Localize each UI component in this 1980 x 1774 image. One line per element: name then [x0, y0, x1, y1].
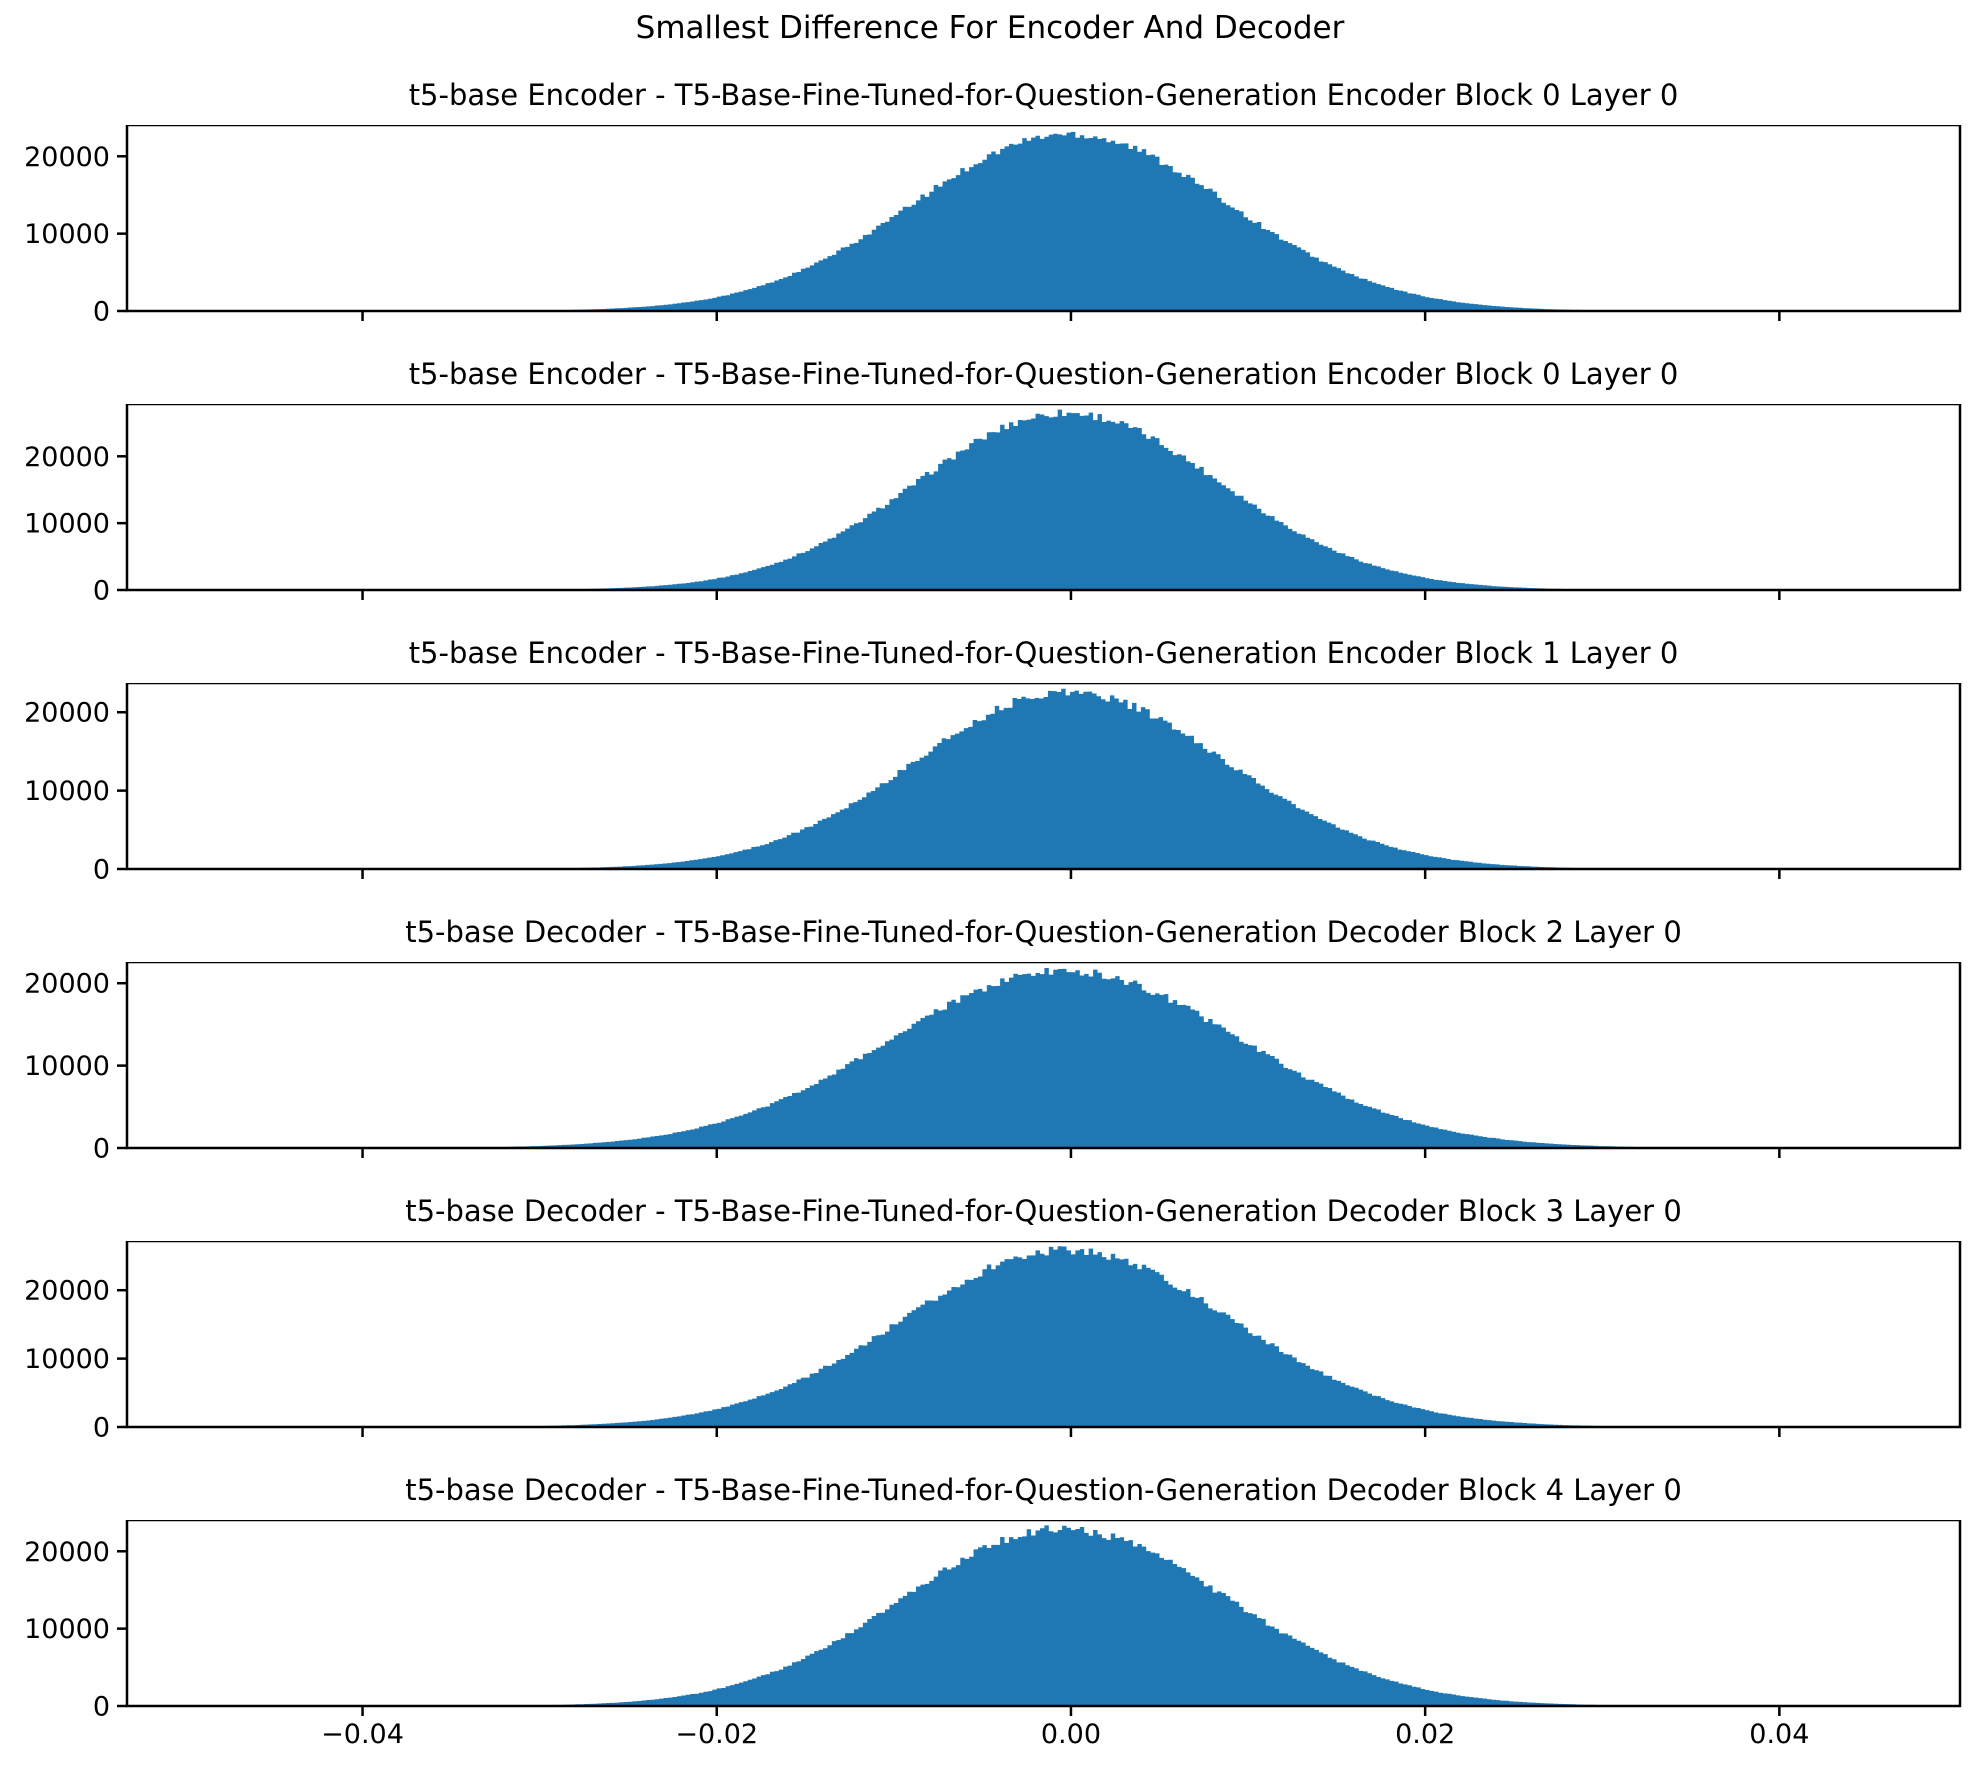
y-tick-label: 10000: [24, 1344, 110, 1375]
y-tick-label: 20000: [24, 142, 110, 173]
y-tick-label: 20000: [24, 1276, 110, 1307]
subplot-1: t5-base Encoder - T5-Base-Fine-Tuned-for…: [0, 75, 1980, 365]
figure-title: Smallest Difference For Encoder And Deco…: [635, 10, 1345, 46]
histogram-bars: [539, 1525, 1599, 1706]
subplot-2-axes: 0 10000 20000: [24, 404, 1962, 607]
subplot-4: t5-base Decoder - T5-Base-Fine-Tuned-for…: [0, 912, 1980, 1202]
subplot-6: t5-base Decoder - T5-Base-Fine-Tuned-for…: [0, 1470, 1980, 1760]
subplot-5-title: t5-base Decoder - T5-Base-Fine-Tuned-for…: [405, 1194, 1682, 1228]
y-tick-label: 0: [93, 1134, 110, 1165]
x-tick-label: −0.02: [675, 1719, 758, 1750]
y-tick-label: 0: [93, 576, 110, 607]
subplot-3: t5-base Encoder - T5-Base-Fine-Tuned-for…: [0, 633, 1980, 923]
x-tick-label: 0.00: [1041, 1719, 1101, 1750]
y-tick-label: 20000: [24, 969, 110, 1000]
subplot-5: t5-base Decoder - T5-Base-Fine-Tuned-for…: [0, 1191, 1980, 1481]
axes-frame: [125, 1520, 1962, 1708]
y-tick-label: 10000: [24, 219, 110, 250]
histogram-bars: [504, 968, 1635, 1148]
x-tick-label: −0.04: [321, 1719, 404, 1750]
axes-frame: [125, 683, 1962, 871]
subplot-4-axes: 0 10000 20000: [24, 962, 1962, 1165]
histogram-bars: [557, 409, 1589, 590]
y-tick-label: 20000: [24, 1537, 110, 1568]
x-tick-label: 0.04: [1749, 1719, 1809, 1750]
y-tick-label: 20000: [24, 698, 110, 729]
y-tick-label: 10000: [24, 776, 110, 807]
subplot-2: t5-base Encoder - T5-Base-Fine-Tuned-for…: [0, 354, 1980, 644]
histogram-bars: [552, 688, 1594, 869]
y-tick-label: 10000: [24, 509, 110, 540]
y-tick-label: 0: [93, 855, 110, 886]
subplot-6-axes: 0 10000 20000 −0.04 −0.02 0.00 0.02 0.04: [24, 1520, 1962, 1750]
axes-frame: [125, 1241, 1962, 1429]
y-tick-label: 10000: [24, 1051, 110, 1082]
axes-frame: [125, 404, 1962, 592]
subplot-2-title: t5-base Encoder - T5-Base-Fine-Tuned-for…: [408, 357, 1679, 391]
histogram-bars: [539, 1246, 1607, 1427]
histogram-bars: [548, 131, 1590, 311]
subplot-3-title: t5-base Encoder - T5-Base-Fine-Tuned-for…: [408, 636, 1679, 670]
subplot-1-axes: 0 10000 20000: [24, 125, 1962, 328]
y-tick-label: 10000: [24, 1614, 110, 1645]
axes-frame: [125, 962, 1962, 1150]
subplot-5-axes: 0 10000 20000: [24, 1241, 1962, 1444]
subplot-3-axes: 0 10000 20000: [24, 683, 1962, 886]
y-tick-label: 0: [93, 1692, 110, 1723]
subplot-6-title: t5-base Decoder - T5-Base-Fine-Tuned-for…: [405, 1473, 1682, 1507]
subplot-4-title: t5-base Decoder - T5-Base-Fine-Tuned-for…: [405, 915, 1682, 949]
y-tick-label: 0: [93, 1413, 110, 1444]
x-tick-label: 0.02: [1395, 1719, 1455, 1750]
y-tick-label: 20000: [24, 442, 110, 473]
axes-frame: [125, 125, 1962, 313]
subplot-1-title: t5-base Encoder - T5-Base-Fine-Tuned-for…: [408, 78, 1679, 112]
y-tick-label: 0: [93, 297, 110, 328]
